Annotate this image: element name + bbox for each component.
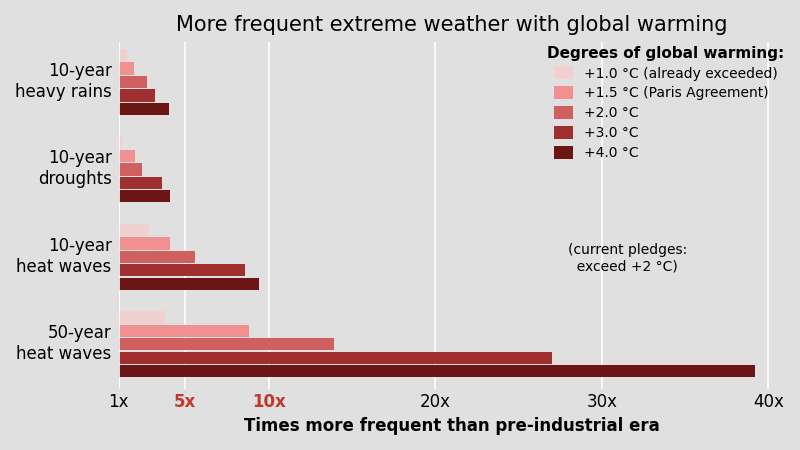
Bar [118,278,258,290]
Bar [118,224,149,236]
Bar [118,190,170,203]
Bar [118,177,162,189]
Bar [118,163,142,176]
Bar [118,89,155,102]
Bar [118,251,195,263]
Title: More frequent extreme weather with global warming: More frequent extreme weather with globa… [176,15,727,35]
Bar [118,136,122,148]
Bar [118,365,755,378]
Bar [118,150,135,162]
Bar [118,62,134,75]
X-axis label: Times more frequent than pre-industrial era: Times more frequent than pre-industrial … [244,417,660,435]
Bar [118,311,166,324]
Bar [118,264,246,276]
Bar [118,324,249,337]
Bar [118,76,147,88]
Bar [118,351,552,364]
Bar [118,237,170,250]
Bar [118,49,127,61]
Legend: +1.0 °C (already exceeded), +1.5 °C (Paris Agreement), +2.0 °C, +3.0 °C, +4.0 °C: +1.0 °C (already exceeded), +1.5 °C (Par… [547,45,785,160]
Bar [118,103,169,115]
Bar [118,338,334,351]
Text: (current pledges:
  exceed +2 °C): (current pledges: exceed +2 °C) [569,243,688,273]
